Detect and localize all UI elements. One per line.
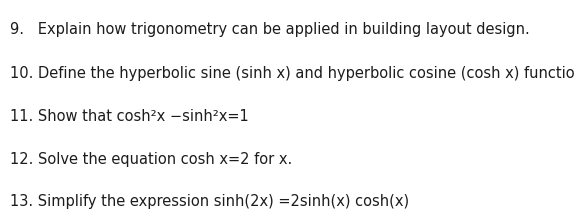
- Text: 10. Define the hyperbolic sine (sinh x) and hyperbolic cosine (cosh x) functions: 10. Define the hyperbolic sine (sinh x) …: [10, 67, 574, 81]
- Text: 9.   Explain how trigonometry can be applied in building layout design.: 9. Explain how trigonometry can be appli…: [10, 22, 530, 37]
- Text: 12. Solve the equation cosh x=2 for x.: 12. Solve the equation cosh x=2 for x.: [10, 152, 293, 166]
- Text: 13. Simplify the expression sinh(2x) =2sinh(x) cosh(x): 13. Simplify the expression sinh(2x) =2s…: [10, 194, 409, 209]
- Text: 11. Show that cosh²x −sinh²x=1: 11. Show that cosh²x −sinh²x=1: [10, 109, 249, 124]
